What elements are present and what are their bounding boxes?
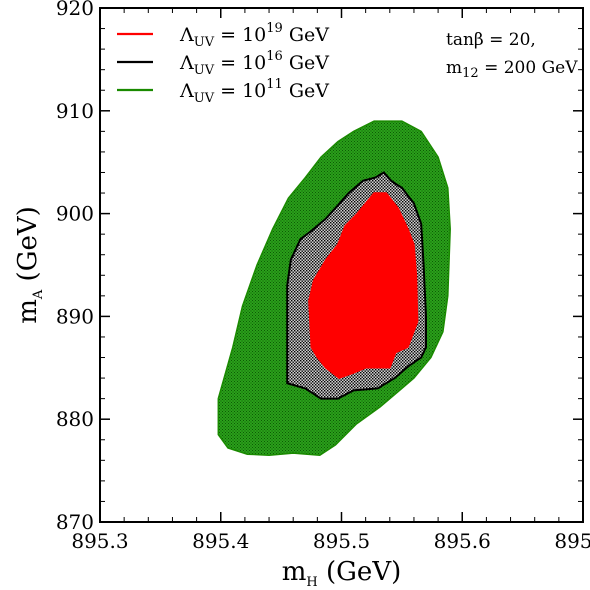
region-lambda-uv-1e19: [308, 192, 419, 379]
parameter-annotation: tanβ = 20, m12 = 200 GeV: [446, 30, 578, 81]
y-tick-label: 920: [56, 0, 94, 20]
legend-subscript: UV: [194, 63, 215, 78]
contour-regions: [217, 120, 451, 456]
x-axis-title: mH (GeV): [282, 557, 401, 590]
legend-subscript: UV: [194, 35, 215, 50]
y-tick-label: 900: [56, 202, 94, 226]
annotation-line-2-sub: 12: [462, 66, 479, 81]
legend-equals: = 10: [214, 80, 266, 102]
annotation-line-1: tanβ = 20,: [446, 30, 536, 50]
legend-exponent: 19: [266, 21, 283, 36]
legend-symbol: Λ: [179, 52, 194, 74]
legend-equals: = 10: [214, 24, 266, 46]
x-tick-label: 895.6: [434, 529, 491, 553]
y-axis-title-sub: A: [31, 289, 46, 300]
x-axis-title-main: m: [282, 557, 307, 587]
legend-unit: GeV: [283, 80, 329, 102]
legend-equals: = 10: [214, 52, 266, 74]
y-axis-title: mA (GeV): [13, 206, 46, 324]
x-tick-label: 895.5: [313, 529, 370, 553]
legend-unit: GeV: [283, 24, 329, 46]
annotation-line-2-main: m: [446, 58, 462, 78]
y-tick-label: 890: [56, 304, 94, 328]
legend-exponent: 16: [266, 49, 283, 64]
annotation-line-2: m12 = 200 GeV: [446, 58, 578, 81]
y-axis-title-main: m: [13, 299, 43, 324]
legend-exponent: 11: [266, 77, 283, 92]
y-tick-label: 880: [56, 407, 94, 431]
y-tick-label: 910: [56, 99, 94, 123]
x-axis-ticks: 895.3 895.4 895.5 895.6 895.7: [71, 8, 590, 553]
y-axis-ticks: 870 880 890 900 910 920: [56, 0, 583, 534]
legend-symbol: Λ: [179, 80, 194, 102]
x-tick-label: 895.3: [71, 529, 128, 553]
x-tick-label: 895.7: [554, 529, 590, 553]
legend-unit: GeV: [283, 52, 329, 74]
x-axis-title-sub: H: [306, 575, 317, 590]
x-tick-label: 895.4: [192, 529, 249, 553]
x-axis-title-unit: (GeV): [318, 557, 401, 587]
y-tick-label: 870: [56, 510, 94, 534]
legend-symbol: Λ: [179, 24, 194, 46]
legend-label: ΛUV = 1016 GeV: [179, 49, 329, 78]
annotation-line-2-rest: = 200 GeV: [479, 58, 579, 78]
legend-label: ΛUV = 1011 GeV: [179, 77, 329, 106]
legend-label: ΛUV = 1019 GeV: [179, 21, 329, 50]
legend-subscript: UV: [194, 91, 215, 106]
y-axis-title-unit: (GeV): [13, 206, 43, 289]
